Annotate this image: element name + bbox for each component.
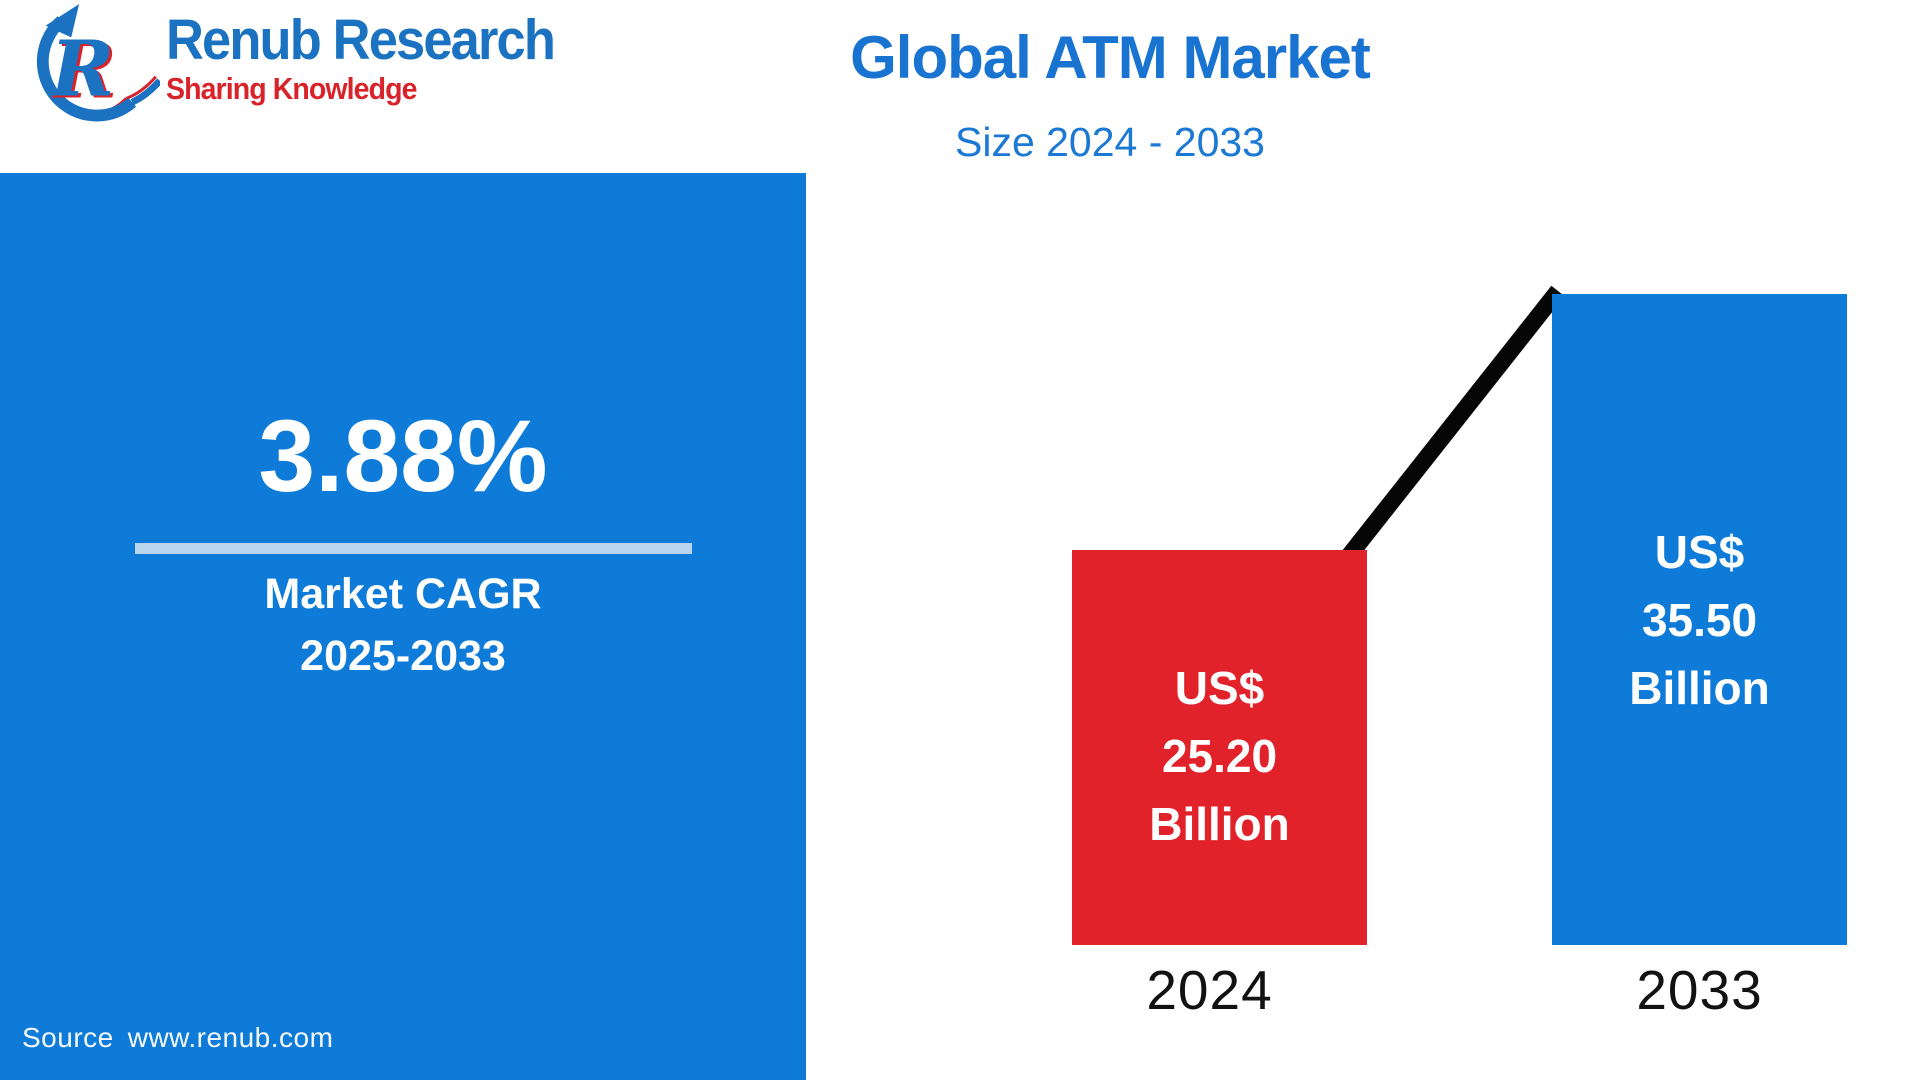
cagr-label-line2: 2025-2033: [300, 632, 506, 681]
svg-text:R: R: [52, 26, 118, 116]
bar-2024-value: 25.20: [1161, 729, 1278, 782]
brand-name: Renub Research: [166, 8, 556, 72]
cagr-value: 3.88%: [258, 399, 548, 513]
page-title: Global ATM Market: [850, 24, 1371, 91]
source-line: Source www.renub.com: [22, 1022, 333, 1054]
bar-2033-currency: US$: [1654, 525, 1745, 578]
bar-2033-value: 35.50: [1641, 593, 1758, 646]
svg-text:R: R: [49, 24, 115, 114]
bar-2033: US$ 35.50 Billion: [1552, 294, 1847, 945]
bar-2024: US$ 25.20 Billion: [1072, 550, 1367, 945]
brand-logo: R R Renub Research Sharing Knowledge: [12, 4, 588, 122]
axis-label-2024: 2024: [1146, 959, 1273, 1021]
bar-2024-currency: US$: [1174, 661, 1265, 714]
source-url: www.renub.com: [127, 1022, 334, 1053]
brand-tagline: Sharing Knowledge: [166, 71, 417, 106]
brand-text-block: Renub Research Sharing Knowledge: [166, 4, 588, 106]
source-label: Source: [22, 1022, 114, 1053]
bar-2024-unit: Billion: [1149, 797, 1290, 850]
header: Global ATM Market Size 2024 - 2033: [760, 26, 1460, 166]
cagr-panel: 3.88% Market CAGR 2025-2033 Source www.re…: [0, 173, 806, 1080]
cagr-divider: [135, 543, 692, 554]
bar-2033-unit: Billion: [1629, 661, 1770, 714]
cagr-label: Market CAGR 2025-2033: [0, 563, 806, 688]
page-subtitle: Size 2024 - 2033: [954, 119, 1265, 165]
cagr-label-line1: Market CAGR: [264, 570, 542, 618]
axis-label-2033: 2033: [1636, 959, 1763, 1021]
renub-r-circular-arrow-icon: R R: [36, 4, 160, 122]
